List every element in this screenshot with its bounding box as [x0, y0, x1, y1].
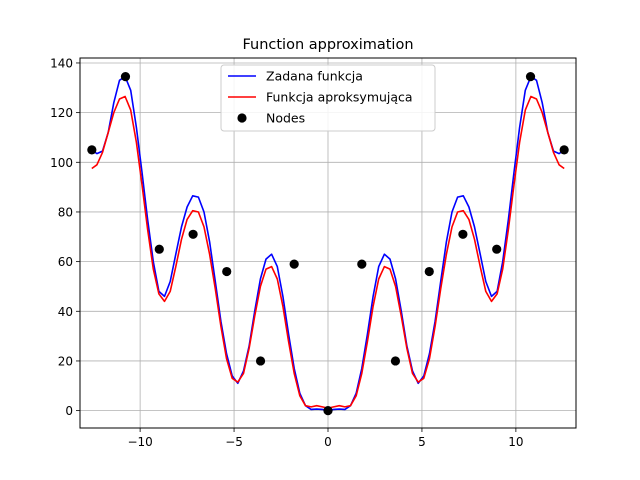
- legend-swatch-nodes: [237, 113, 247, 123]
- y-axis: 0 20 40 60 80 100 120 140: [50, 56, 80, 418]
- y-tick-label: 100: [50, 156, 73, 170]
- node-point: [458, 229, 468, 239]
- y-tick-label: 60: [58, 255, 73, 269]
- node-point: [424, 266, 434, 277]
- x-tick-label: −10: [127, 435, 152, 449]
- y-tick-label: 0: [65, 404, 73, 418]
- y-tick-label: 20: [58, 354, 73, 368]
- node-point: [390, 356, 401, 366]
- x-axis: −10 −5 0 5 10: [127, 428, 524, 449]
- legend-label-nodes: Nodes: [266, 111, 305, 126]
- node-point: [154, 244, 164, 254]
- x-tick-label: 0: [324, 435, 332, 449]
- legend-box: [220, 64, 436, 132]
- plot-series: [87, 72, 569, 416]
- node-point: [87, 145, 97, 155]
- legend: Zadana funkcja Funkcja aproksymująca Nod…: [220, 64, 436, 132]
- node-point: [120, 72, 131, 82]
- node-point: [289, 259, 299, 269]
- node-point: [255, 356, 266, 366]
- legend-label-funkcja-aproksymujaca: Funkcja aproksymująca: [266, 90, 413, 105]
- x-tick-label: 5: [418, 435, 426, 449]
- node-point: [323, 406, 333, 416]
- y-tick-label: 140: [50, 56, 73, 70]
- node-point: [222, 266, 232, 277]
- node-point: [559, 145, 569, 155]
- y-tick-label: 40: [58, 305, 73, 319]
- y-tick-label: 120: [50, 106, 73, 120]
- node-point: [525, 72, 536, 82]
- chart-title: Function approximation: [242, 37, 413, 53]
- y-tick-label: 80: [58, 205, 73, 219]
- node-point: [492, 244, 502, 254]
- node-point: [188, 229, 198, 239]
- node-point: [357, 259, 367, 269]
- x-tick-label: −5: [225, 435, 243, 449]
- legend-label-zadana-funkcja: Zadana funkcja: [266, 69, 363, 84]
- plot-frame: [79, 57, 577, 429]
- x-tick-label: 10: [508, 435, 523, 449]
